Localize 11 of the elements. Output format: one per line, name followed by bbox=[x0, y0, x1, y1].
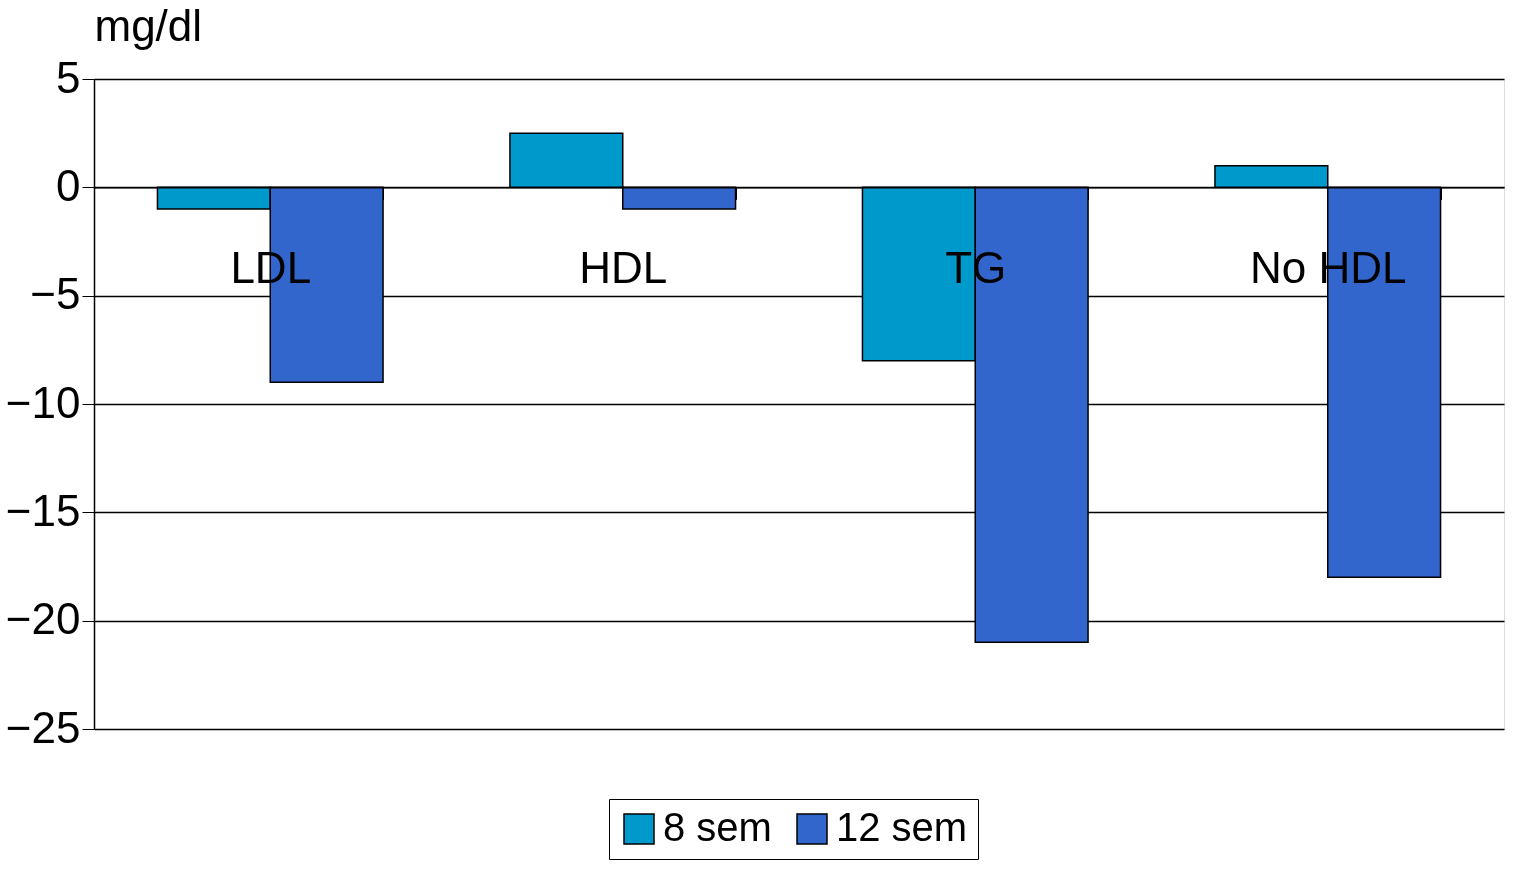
y-tick-label: 5 bbox=[56, 52, 81, 102]
y-tick-label: −5 bbox=[30, 269, 81, 319]
legend-label: 12 sem bbox=[836, 805, 968, 849]
y-tick-label: −25 bbox=[5, 702, 81, 752]
y-tick-label: −15 bbox=[5, 485, 81, 535]
y-axis-title: mg/dl bbox=[94, 0, 203, 50]
legend-label: 8 sem bbox=[663, 805, 772, 849]
y-tick-label: −10 bbox=[5, 377, 81, 427]
y-tick-label: 0 bbox=[56, 160, 81, 210]
x-tick-label: HDL bbox=[579, 242, 668, 292]
y-tick-label: −20 bbox=[5, 594, 81, 644]
